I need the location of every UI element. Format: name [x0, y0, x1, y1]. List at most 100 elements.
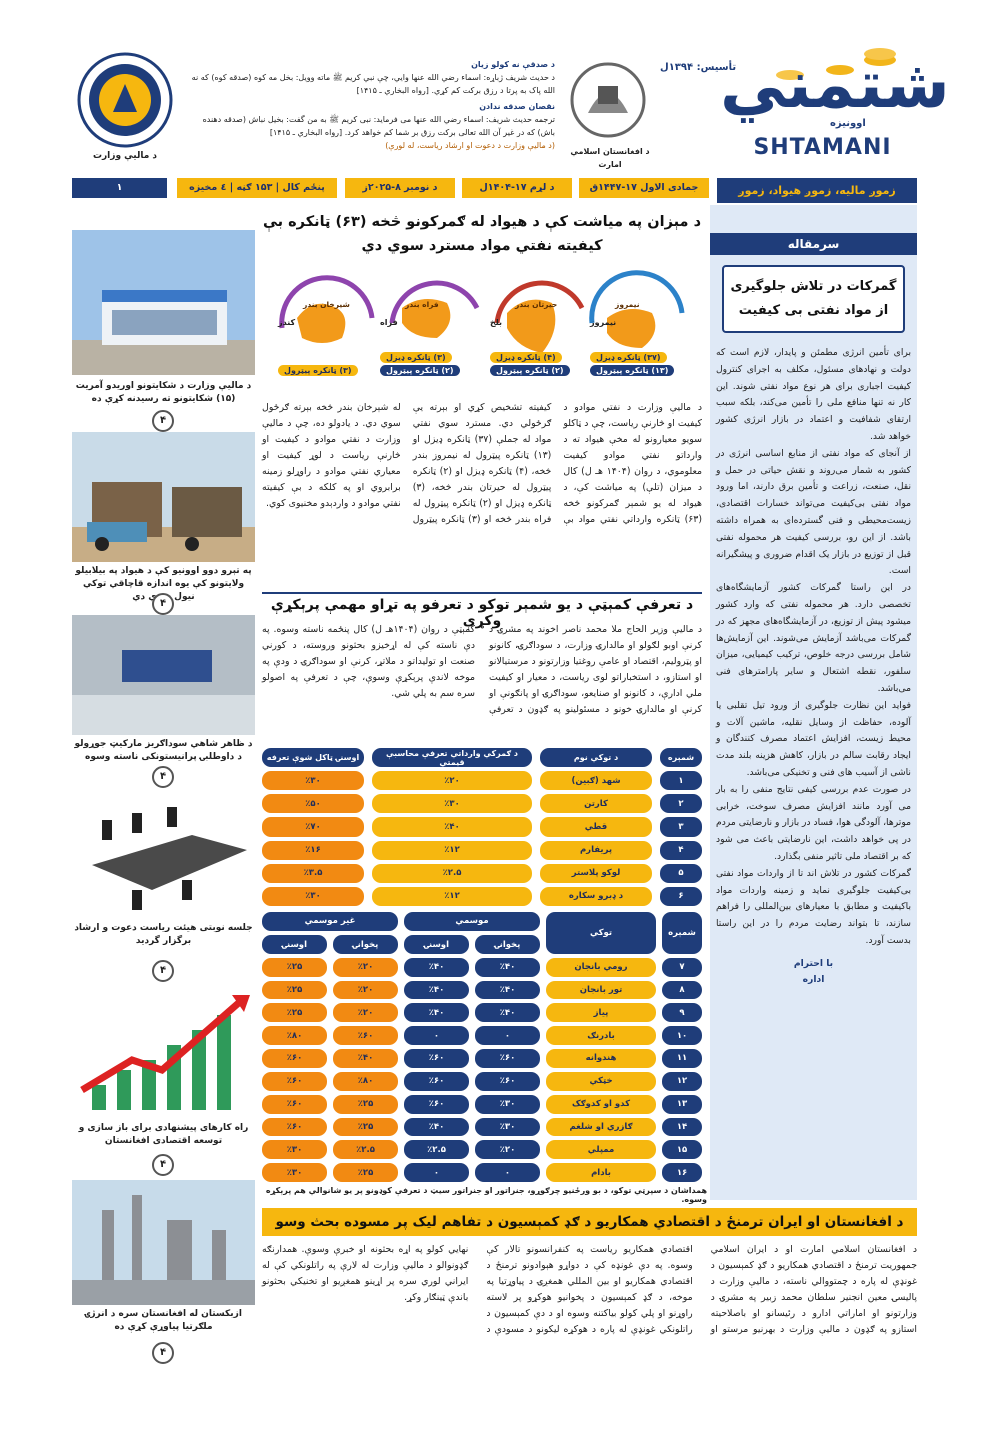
paragraph: بیاکتنه وسوه او د دې کمېسیون د راتلونکي …	[262, 1244, 693, 1335]
masthead: شتمني SHTAMANI اوونیزه	[720, 30, 950, 175]
table-cell: ٪۴۰	[475, 1003, 540, 1023]
table-cell: ٪۶۰	[262, 1117, 327, 1137]
table-cell: ٪۳۰	[475, 1094, 540, 1114]
page-ref: ۴	[152, 1342, 174, 1364]
page-ref: ۴	[152, 1154, 174, 1176]
page-ref: ۴	[152, 593, 174, 615]
sidebar-caption: جلسه نوبتی هیئت ریاست دعوت و ارشاد برگزا…	[74, 923, 253, 946]
paragraph: گمرکات کشور در تلاش اند تا از واردات موا…	[716, 867, 911, 946]
tanker-count: (۳) ټانکره پیټرول	[278, 365, 358, 376]
table-cell: ٪۴۰	[372, 817, 532, 837]
table-cell: ٪۲۵	[262, 957, 327, 977]
table-cell: ٪۴۰	[404, 980, 469, 1000]
item-name: کارتن	[540, 794, 652, 814]
table-cell: ۶	[660, 886, 702, 906]
table-cell: ۰	[475, 1163, 540, 1182]
table-cell: ۲	[660, 794, 702, 814]
hadith-text: د حدیث شریف ژباړه: اسماء رضي الله عنها و…	[191, 73, 555, 95]
table-cell: ۷	[662, 957, 702, 977]
paragraph: از آنجای که مواد نفتی از منابع اساسی انر…	[716, 447, 911, 577]
photo	[72, 1180, 255, 1305]
table-cell: ٪۶۰	[404, 1094, 469, 1114]
table-cell: ٪۲.۵	[372, 863, 532, 883]
table-cell: ۱۳	[662, 1094, 702, 1114]
table-cell: ٪۳۰	[372, 794, 532, 814]
hadith-title: د صدقې نه کولو زیان	[471, 60, 555, 69]
table-cell: ٪۴۰	[404, 1003, 469, 1023]
table-cell: ٪۲.۵	[333, 1140, 398, 1160]
item-name: د ډبرو سکاره	[540, 886, 652, 906]
port-name: نیمروز	[615, 300, 640, 309]
table-cell: ٪۲۰	[333, 1003, 398, 1023]
date-gregorian: د نومبر ۸-۲۰۲۵ز	[345, 178, 455, 198]
item-name: رومي بانجان	[546, 957, 656, 977]
item-name: تور بانجان	[546, 980, 656, 1000]
table-cell: ٪۲۵	[262, 980, 327, 1000]
tanker-count: (۳۷) ټانکره ډیزل	[590, 352, 667, 363]
port-name: حیرتان بندر	[515, 300, 558, 309]
table-cell: ٪۴۰	[475, 957, 540, 977]
table-cell: ٪۳۰	[262, 771, 364, 791]
sidebar-caption: د ظاهر شاهي سوداګریز مارکیټ جوړولو د داو…	[74, 739, 253, 762]
second-headline: د تعرفې کمېټې د یو شمېر توکو د تعرفو په …	[262, 592, 702, 629]
weekly: اوونیزه	[830, 118, 866, 129]
paragraph: او کرنې او مالدارۍ خونو د مسئولینو په ګډ…	[262, 624, 702, 715]
item-name: خټکي	[546, 1071, 656, 1091]
table-header: اوسنۍ ټاکل شوې تعرفه	[262, 748, 364, 768]
table-subheader: اوسنۍ	[262, 934, 327, 954]
table-cell: ٪۳۰	[262, 1140, 327, 1160]
item-name: پریفارم	[540, 840, 652, 860]
item-name: بادام	[546, 1163, 656, 1182]
table-cell: ٪۲۰	[475, 1140, 540, 1160]
table-cell: ٪۶۰	[262, 1094, 327, 1114]
hadith-source: (د مالیې وزارت د دعوت او ارشاد ریاست، له…	[385, 141, 555, 150]
editorial: سرمقاله گمرکات در تلاش جلوگیری از مواد ن…	[710, 205, 917, 1200]
table-cell: ٪۲.۵	[404, 1140, 469, 1160]
table-cell: ۱۰	[662, 1026, 702, 1045]
issue-info: پنځم کال | ۱۵۳ ګڼه | ٤ مخیزه	[177, 178, 337, 198]
photo	[72, 230, 255, 375]
table-cell: ٪۶۰	[333, 1026, 398, 1045]
tanker-count: (۲) ټانکره پیټرول	[490, 365, 570, 376]
closing: با احترام	[793, 957, 834, 969]
coins	[776, 48, 896, 80]
table-cell: ٪۲۰	[333, 957, 398, 977]
photo	[72, 432, 255, 562]
item-name: قطي	[540, 817, 652, 837]
paragraph: در صورت عدم بررسی کیفی نتایج منفی را به …	[716, 783, 911, 862]
sidebar-caption: راه کارهای پیشنهادی برای باز سازی و توسع…	[78, 1123, 249, 1146]
province-name: فراه	[380, 318, 398, 327]
table-cell: ٪۸۰	[333, 1071, 398, 1091]
paragraph: د افغانستان اسلامي امارت او د ایران اسلا…	[710, 1244, 918, 1319]
table-footnote: همداشان د سپرټي توکو، د بو ورځنیو چرګوړو…	[265, 1186, 707, 1204]
logo-graphic	[77, 52, 173, 148]
table-cell: ٪۲۵	[333, 1117, 398, 1137]
item-name: ګازري او شلغم	[546, 1117, 656, 1137]
table-cell: ۳	[660, 817, 702, 837]
table-cell: ۵	[660, 863, 702, 883]
paragraph: در این راستا گمرکات کشور آزمایشگاه‌های ت…	[716, 582, 911, 694]
ministry-name: د مالیې وزارت	[92, 151, 158, 161]
table-cell: ۸	[662, 980, 702, 1000]
masthead-latin: SHTAMANI	[753, 135, 892, 160]
date-hijri: جمادی الاول ۱۷-۱۴۴۷ق	[579, 178, 709, 198]
infographic-graphic	[279, 270, 685, 353]
table-cell: ٪۴۰	[475, 980, 540, 1000]
table-cell: ٪۲۵	[262, 1003, 327, 1023]
emirate-name: د افغانستان اسلامي امارت	[570, 147, 650, 169]
province-name: بلخ	[490, 318, 503, 327]
province-name: کندز	[278, 318, 296, 327]
founded: تأسیس: ۱۳۹۴ل	[660, 62, 737, 73]
table-cell: ۱۵	[662, 1140, 702, 1160]
table-cell: ٪۲۰	[372, 771, 532, 791]
table-subheader: اوسنۍ	[404, 934, 469, 954]
item-name: هندوانه	[546, 1049, 656, 1068]
bottom-text: د افغانستان اسلامي امارت او د ایران اسلا…	[262, 1242, 917, 1367]
page-ref: ۴	[152, 410, 174, 432]
table-cell: ٪۳۰	[475, 1117, 540, 1137]
hadith-box: د صدقې نه کولو زیان د حدیث شریف ژباړه: ا…	[190, 58, 555, 152]
paragraph: د مالیې وزارت د نفتي موادو د کیفیت او څا…	[412, 402, 702, 525]
table-cell: ٪۸۰	[262, 1026, 327, 1045]
table-header: د توکي نوم	[540, 748, 652, 768]
photo	[72, 615, 255, 735]
